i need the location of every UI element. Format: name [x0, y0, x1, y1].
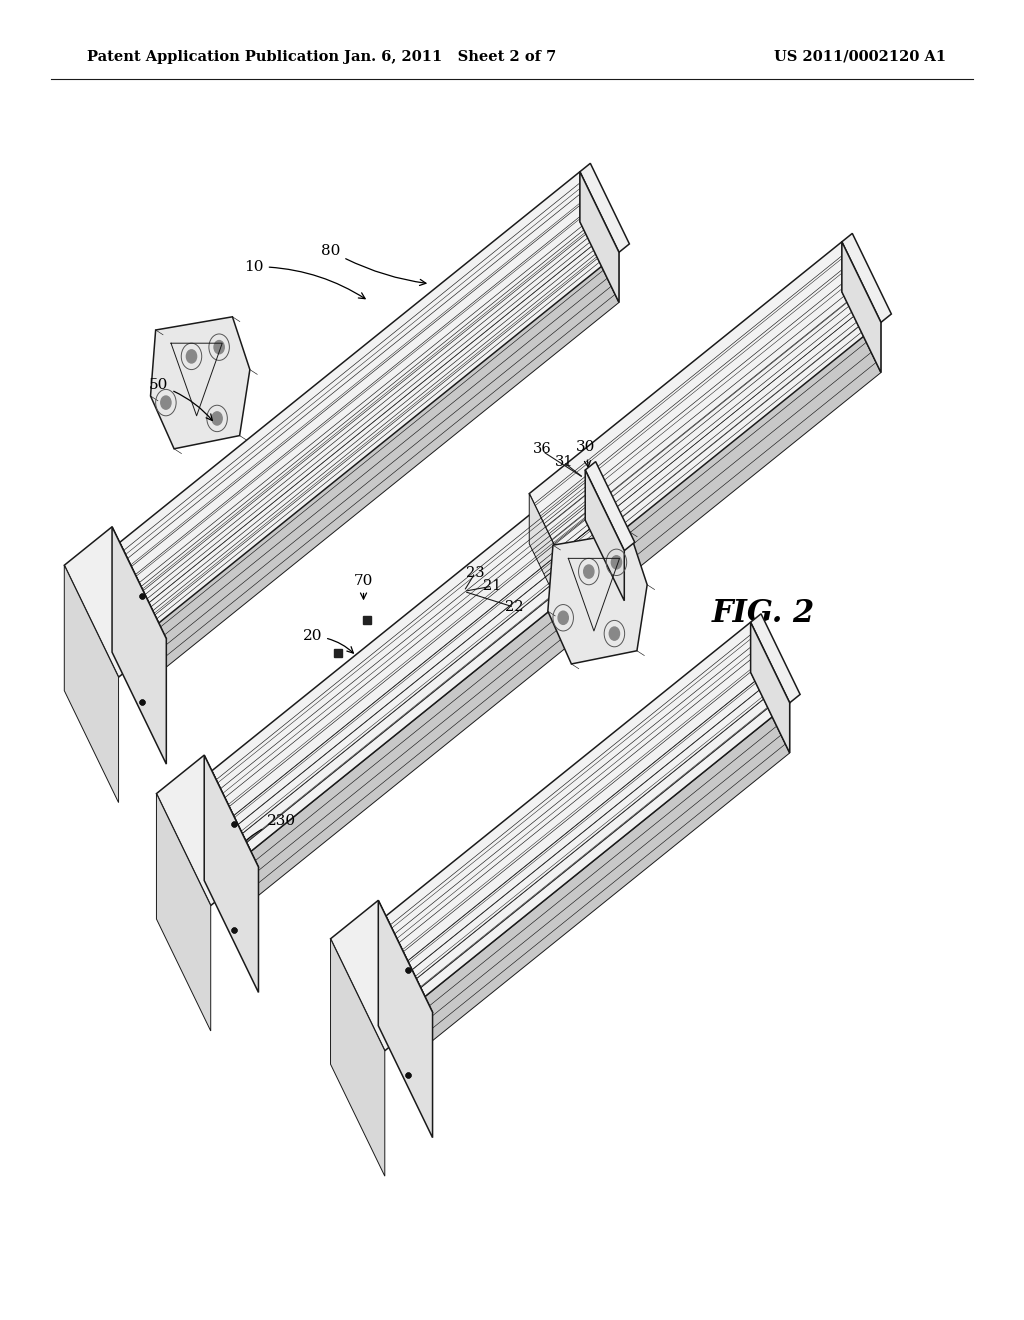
Text: 22: 22: [505, 601, 523, 614]
Polygon shape: [378, 900, 432, 1138]
Circle shape: [558, 611, 568, 624]
Circle shape: [186, 350, 197, 363]
Polygon shape: [331, 939, 385, 1176]
Circle shape: [212, 412, 222, 425]
Text: 36: 36: [534, 442, 552, 455]
Text: FIG. 2: FIG. 2: [712, 598, 814, 630]
Polygon shape: [529, 292, 881, 624]
Circle shape: [611, 556, 622, 569]
Polygon shape: [212, 520, 625, 902]
Circle shape: [161, 396, 171, 409]
Circle shape: [584, 565, 594, 578]
Polygon shape: [842, 242, 881, 372]
Text: 50: 50: [150, 379, 212, 421]
Text: 23: 23: [466, 566, 484, 579]
Polygon shape: [580, 172, 618, 302]
Polygon shape: [842, 242, 881, 372]
Polygon shape: [580, 172, 618, 302]
Polygon shape: [548, 532, 647, 664]
Circle shape: [214, 341, 224, 354]
Text: 30: 30: [577, 441, 595, 467]
Text: 70: 70: [354, 574, 373, 599]
Text: 10: 10: [244, 260, 366, 298]
Polygon shape: [120, 172, 618, 623]
Polygon shape: [157, 755, 258, 906]
Polygon shape: [842, 234, 891, 322]
Polygon shape: [586, 470, 625, 601]
Text: Patent Application Publication: Patent Application Publication: [87, 50, 339, 63]
Polygon shape: [529, 242, 881, 574]
Text: US 2011/0002120 A1: US 2011/0002120 A1: [774, 50, 946, 63]
Polygon shape: [386, 916, 425, 1047]
Polygon shape: [386, 622, 790, 997]
Polygon shape: [751, 614, 800, 702]
Polygon shape: [151, 317, 250, 449]
Polygon shape: [120, 543, 159, 673]
Text: 31: 31: [555, 455, 573, 469]
Polygon shape: [212, 771, 251, 902]
Polygon shape: [212, 470, 625, 851]
Polygon shape: [580, 164, 630, 252]
Polygon shape: [204, 755, 258, 993]
Polygon shape: [529, 494, 568, 624]
Circle shape: [609, 627, 620, 640]
Polygon shape: [386, 672, 790, 1047]
Polygon shape: [586, 470, 625, 601]
Text: 230: 230: [239, 814, 296, 849]
Polygon shape: [112, 527, 166, 764]
Polygon shape: [157, 793, 211, 1031]
Polygon shape: [65, 527, 166, 677]
Polygon shape: [331, 900, 432, 1051]
Polygon shape: [120, 222, 618, 673]
Text: 20: 20: [302, 630, 353, 653]
Polygon shape: [586, 462, 635, 550]
Polygon shape: [751, 622, 790, 752]
Text: 21: 21: [483, 579, 502, 593]
Polygon shape: [751, 622, 790, 752]
Polygon shape: [65, 565, 119, 803]
Text: Jan. 6, 2011   Sheet 2 of 7: Jan. 6, 2011 Sheet 2 of 7: [344, 50, 557, 63]
Text: 80: 80: [322, 244, 426, 285]
